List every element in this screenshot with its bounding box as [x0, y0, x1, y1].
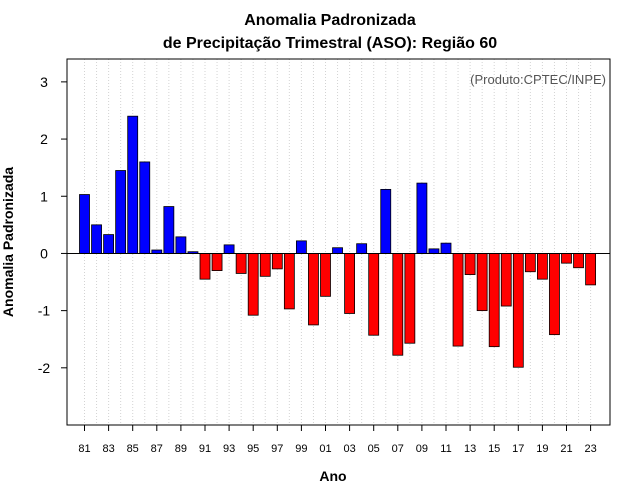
x-tick-label: 89	[175, 443, 187, 455]
bar-21	[561, 253, 572, 264]
bar-95	[247, 253, 259, 316]
bar-16	[500, 253, 512, 307]
x-tick-label: 83	[102, 443, 114, 455]
bar-03	[344, 253, 356, 314]
bar-87	[151, 249, 163, 254]
bar-19	[537, 253, 548, 280]
x-axis-label: Ano	[319, 468, 346, 484]
bar-01	[320, 253, 331, 297]
x-tick-label: 93	[223, 443, 235, 455]
y-tick-label: -1	[38, 303, 51, 319]
bar-10	[428, 248, 440, 254]
bar-99	[295, 240, 307, 254]
bar-05	[368, 253, 380, 336]
bar-89	[175, 236, 187, 254]
x-tick-label: 17	[512, 443, 524, 455]
bar-88	[163, 206, 175, 254]
product-note: (Produto:CPTEC/INPE)	[470, 72, 606, 87]
gridlines	[84, 59, 592, 425]
bar-92	[211, 253, 223, 272]
bar-17	[512, 253, 524, 368]
chart-title-line-2: de Precipitação Trimestral (ASO): Região…	[163, 35, 497, 52]
bar-83	[103, 234, 114, 254]
y-axis-label: Anomalia Padronizada	[0, 167, 16, 317]
x-tick-label: 15	[488, 443, 500, 455]
bar-85	[127, 115, 139, 254]
x-tick-label: 91	[199, 443, 211, 455]
y-tick-label: -2	[38, 360, 51, 376]
y-axis: -2 -1 0 1 2 3	[38, 74, 67, 376]
bar-91	[199, 253, 211, 280]
bar-20	[549, 253, 560, 336]
bar-11	[440, 242, 452, 254]
x-tick-label: 87	[151, 443, 163, 455]
bar-98	[283, 253, 295, 310]
y-tick-label: 1	[40, 188, 48, 204]
bar-18	[524, 253, 536, 273]
chart-title-line-1: Anomalia Padronizada	[244, 12, 416, 29]
x-tick-label: 95	[247, 443, 259, 455]
bar-23	[585, 253, 596, 286]
bar-96	[259, 253, 271, 277]
x-tick-label: 05	[368, 443, 380, 455]
bar-08	[404, 253, 416, 344]
bar-97	[271, 253, 283, 270]
bar-94	[235, 253, 247, 274]
bar-07	[392, 253, 404, 356]
bar-00	[308, 253, 319, 326]
y-tick-label: 0	[40, 245, 48, 261]
plot-frame	[66, 58, 611, 426]
y-tick-label: 2	[40, 131, 48, 147]
x-tick-label: 99	[295, 443, 307, 455]
x-axis: 81 83 85 87 89 91 93 95 97 99 01 03 05 07 09 11 13 15 17 19…	[78, 425, 597, 455]
bar-04	[356, 243, 368, 254]
bars	[79, 115, 596, 368]
bar-12	[452, 253, 464, 347]
x-tick-label: 23	[584, 443, 596, 455]
bar-84	[115, 170, 127, 254]
x-tick-label: 97	[271, 443, 283, 455]
x-tick-label: 01	[319, 443, 331, 455]
bar-86	[139, 161, 151, 254]
x-tick-label: 19	[536, 443, 548, 455]
bar-22	[573, 253, 584, 269]
bar-15	[488, 253, 500, 348]
x-tick-label: 09	[416, 443, 428, 455]
x-tick-label: 07	[392, 443, 404, 455]
bar-14	[476, 253, 488, 312]
x-tick-label: 21	[560, 443, 572, 455]
bar-02	[332, 247, 343, 254]
x-tick-label: 13	[464, 443, 476, 455]
x-tick-label: 81	[78, 443, 90, 455]
bar-09	[416, 182, 428, 254]
bar-82	[91, 224, 102, 254]
bar-06	[380, 188, 392, 254]
x-tick-label: 85	[127, 443, 139, 455]
bar-81	[79, 194, 90, 254]
bar-13	[464, 253, 476, 276]
x-tick-label: 03	[343, 443, 355, 455]
x-tick-label: 11	[440, 443, 451, 455]
y-tick-label: 3	[40, 74, 48, 90]
bar-93	[223, 244, 235, 254]
